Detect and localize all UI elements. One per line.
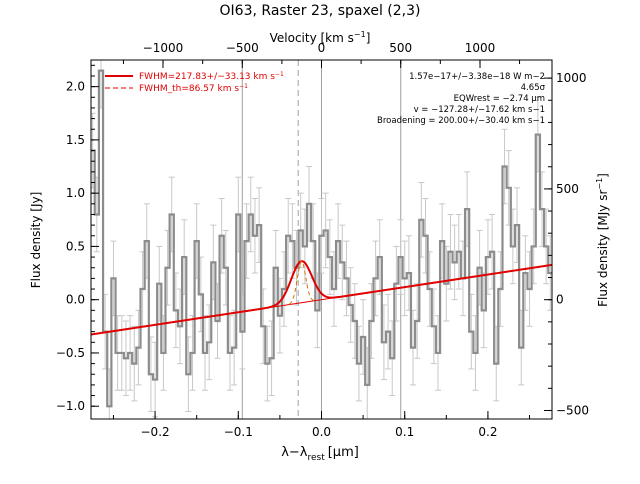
annotations: 1.57e−17+/−3.38e−18 W m−2 4.65σ EQWrest … [377,72,546,126]
x-tick-label: 0.0 [312,425,331,439]
axis-ticks: −0.2 −0.1 0.0 0.1 0.2 −1000 −500 0 500 1000 −1.0 −0… [56,41,589,439]
chart-title: OI63, Raster 23, spaxel (2,3) [220,3,421,19]
y-tick-label: 1.5 [66,133,85,147]
right-tick-label: 1000 [556,71,587,85]
right-tick-label: −500 [556,403,589,417]
y-tick-label: −0.5 [56,346,85,360]
x-tick-label: −0.2 [141,425,170,439]
y-axis-label: Flux density [Jy] [29,192,43,289]
annotation-broadening: Broadening = 200.00+/−30.40 km s−1 [377,116,545,126]
annotation-sigma: 4.65σ [521,83,546,93]
top-tick-label: 1000 [465,41,496,55]
x-tick-label: 0.1 [395,425,414,439]
legend-label-thermal: FWHM_th=86.57 km s−1 [139,83,248,94]
top-tick-label: 500 [389,41,412,55]
annotation-velocity: v = −127.28+/−17.62 km s−1 [414,105,545,115]
spectrum-series [91,69,552,408]
x-tick-label: 0.2 [478,425,497,439]
annotation-flux: 1.57e−17+/−3.38e−18 W m−2 [409,72,545,82]
y-tick-label: 1.0 [66,186,85,200]
right-tick-label: 0 [556,293,564,307]
top-tick-label: 0 [318,41,326,55]
y-tick-label: 0.0 [66,293,85,307]
spectrum-line [91,69,552,408]
y-tick-label: −1.0 [56,399,85,413]
x-tick-label: −0.1 [224,425,253,439]
legend: FWHM=217.83+/−33.13 km s−1 FWHM_th=86.57… [105,71,284,94]
y-tick-label: 0.5 [66,239,85,253]
x-axis-label: λ−λrest [μm] [281,445,359,463]
y-tick-label: 2.0 [66,80,85,94]
annotation-eqw: EQWrest = −2.74 μm [454,94,545,104]
thermal-line [288,260,315,305]
top-axis-label: Velocity [km s−1] [270,30,371,45]
legend-label-fit: FWHM=217.83+/−33.13 km s−1 [139,71,284,82]
right-axis-label: Flux density [MJy sr−1] [595,173,610,307]
right-tick-label: 500 [556,182,579,196]
fit-curves [91,260,552,336]
top-tick-label: −500 [226,41,259,55]
continuum-line [91,264,552,336]
top-tick-label: −1000 [143,41,184,55]
